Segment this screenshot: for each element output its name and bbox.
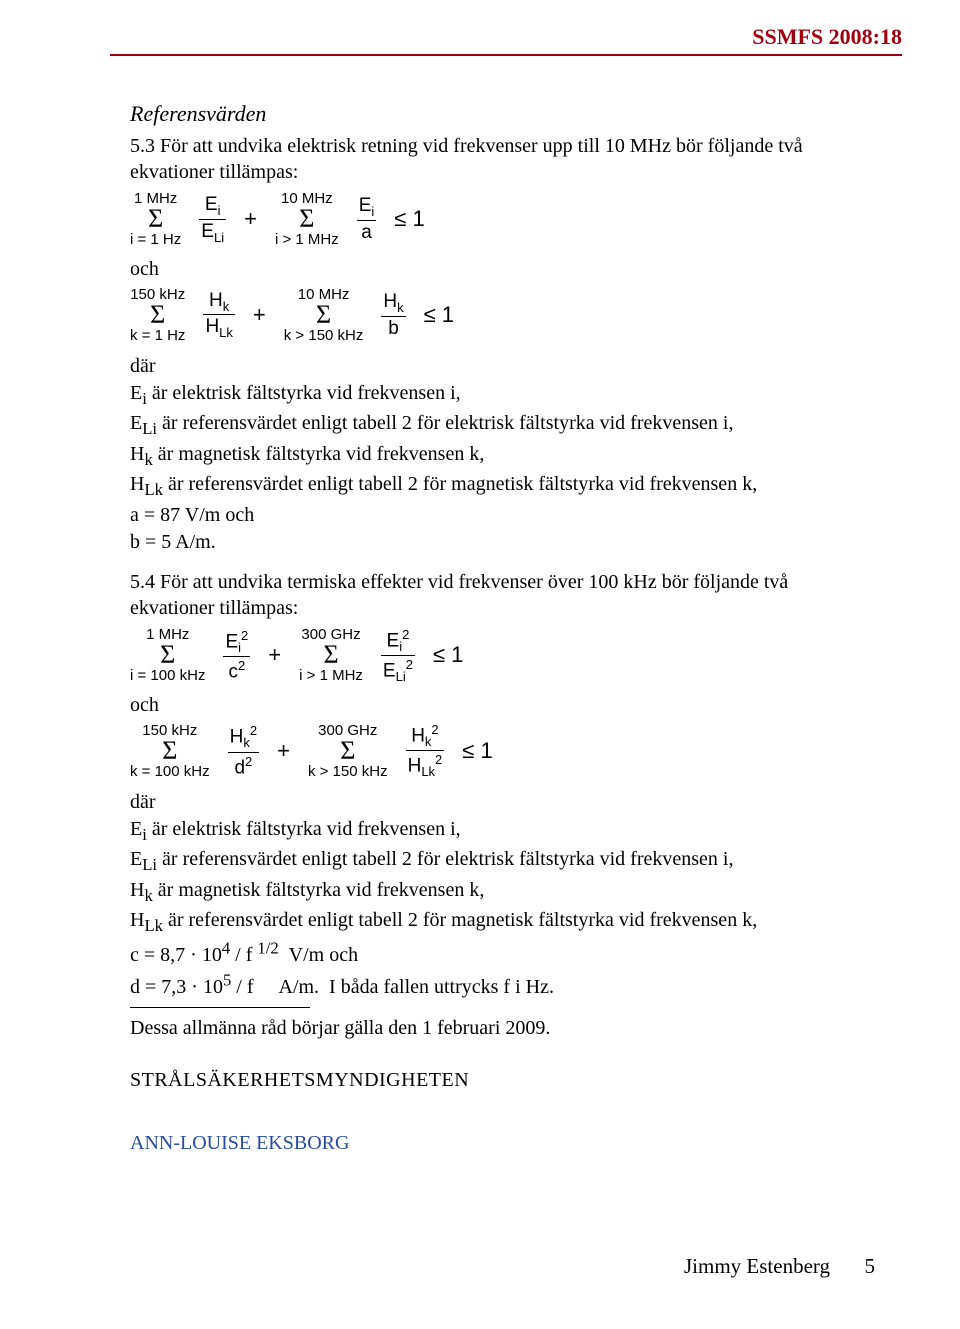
where-2-line-1: Ei är elektrisk fältstyrka vid frekvense…: [130, 818, 461, 840]
where-1-line-2: ELi är referensvärdet enligt tabell 2 fö…: [130, 412, 733, 434]
where-block-1: där Ei är elektrisk fältstyrka vid frekv…: [130, 353, 860, 556]
author-name: Jimmy Estenberg: [684, 1254, 830, 1279]
where-2-line-3: Hk är magnetisk fältstyrka vid frekvense…: [130, 879, 484, 901]
separator-rule: [130, 1007, 310, 1008]
agency-name: STRÅLSÄKERHETSMYNDIGHETEN: [130, 1068, 860, 1094]
effective-date: Dessa allmänna råd börjar gälla den 1 fe…: [130, 1016, 860, 1042]
signer-name: ANN-LOUISE EKSBORG: [130, 1131, 860, 1157]
och-2: och: [130, 693, 860, 719]
section-heading: Referensvärden: [130, 100, 860, 128]
header-rule: [110, 54, 902, 56]
equation-3: 1 MHz Σ i = 100 kHz Ei2 c2 + 300 GHz Σ i…: [130, 627, 860, 683]
equation-2: 150 kHz Σ k = 1 Hz Hk HLk + 10 MHz Σ k >…: [130, 287, 860, 343]
where-1-line-3: Hk är magnetisk fältstyrka vid frekvense…: [130, 443, 484, 465]
where-1-line-1: Ei är elektrisk fältstyrka vid frekvense…: [130, 382, 461, 404]
where-1-line-5: a = 87 V/m och: [130, 504, 254, 526]
where-1-line-4: HLk är referensvärdet enligt tabell 2 fö…: [130, 473, 757, 495]
where-2-line-5: c = 8,7 · 104 / f 1/2 V/m och: [130, 944, 358, 966]
where-2-line-6: d = 7,3 · 105 / f A/m. I båda fallen utt…: [130, 976, 554, 998]
where-2-line-2: ELi är referensvärdet enligt tabell 2 fö…: [130, 848, 733, 870]
page-number: 5: [865, 1254, 876, 1279]
where-1-line-6: b = 5 A/m.: [130, 531, 216, 553]
paragraph-5-4: 5.4 För att undvika termiska effekter vi…: [130, 570, 860, 621]
equation-1: 1 MHz Σ i = 1 Hz Ei ELi + 10 MHz Σ i > 1…: [130, 191, 860, 247]
document-id: SSMFS 2008:18: [752, 24, 902, 50]
where-block-2: där Ei är elektrisk fältstyrka vid frekv…: [130, 789, 860, 1001]
where-2-line-4: HLk är referensvärdet enligt tabell 2 fö…: [130, 909, 757, 931]
paragraph-5-3: 5.3 För att undvika elektrisk retning vi…: [130, 134, 860, 185]
equation-4: 150 kHz Σ k = 100 kHz Hk2 d2 + 300 GHz Σ…: [130, 723, 860, 779]
och-1: och: [130, 257, 860, 283]
